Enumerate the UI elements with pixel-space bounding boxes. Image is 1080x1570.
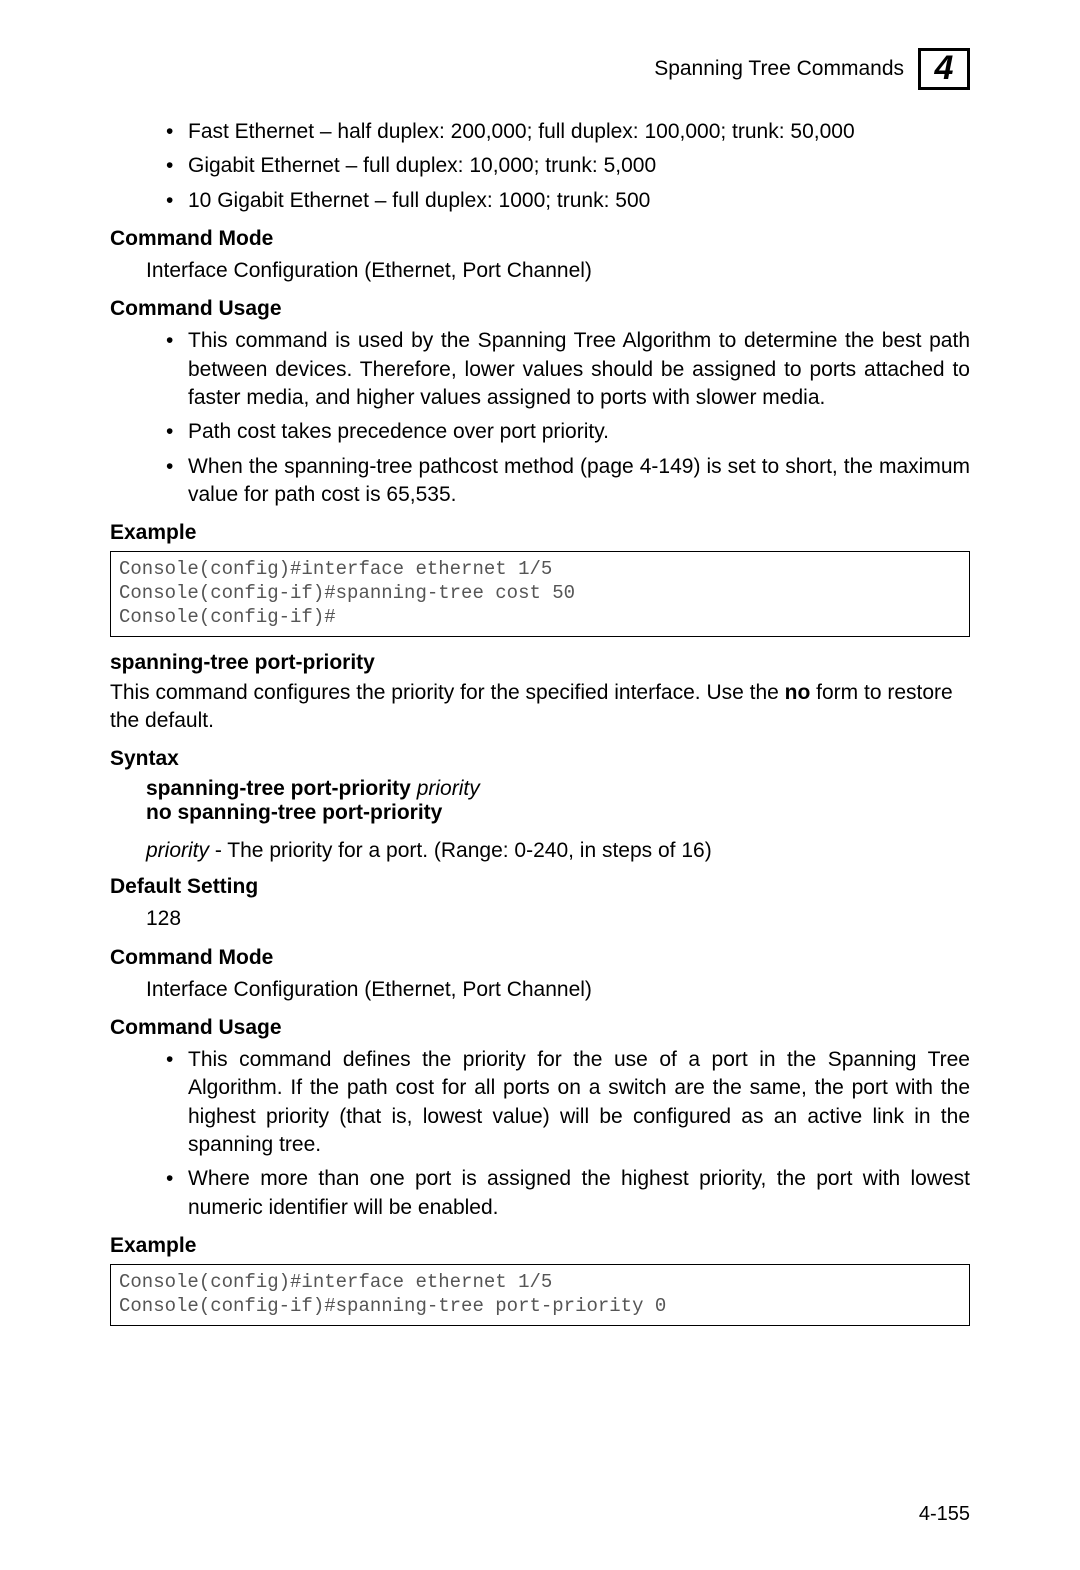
syntax-no-cmd: no spanning-tree port-priority — [146, 801, 442, 824]
list-item: Fast Ethernet – half duplex: 200,000; fu… — [166, 118, 970, 146]
desc-bold: no — [785, 681, 811, 704]
list-item: 10 Gigabit Ethernet – full duplex: 1000;… — [166, 187, 970, 215]
top-bullet-list: Fast Ethernet – half duplex: 200,000; fu… — [166, 118, 970, 215]
list-item: Where more than one port is assigned the… — [166, 1165, 970, 1222]
syntax-param: priority — [417, 777, 480, 800]
syntax-line-2: no spanning-tree port-priority — [146, 801, 970, 825]
page-header: Spanning Tree Commands 4 — [110, 48, 970, 90]
param-description: priority - The priority for a port. (Ran… — [146, 839, 970, 863]
syntax-line-1: spanning-tree port-priority priority — [146, 777, 970, 801]
usage-bullet-list-2: This command defines the priority for th… — [166, 1046, 970, 1222]
page-number: 4-155 — [919, 1503, 970, 1526]
command-description: This command configures the priority for… — [110, 679, 970, 736]
list-item: This command defines the priority for th… — [166, 1046, 970, 1159]
command-title: spanning-tree port-priority — [110, 651, 970, 675]
command-mode-heading-2: Command Mode — [110, 946, 970, 970]
example-heading: Example — [110, 521, 970, 545]
syntax-heading: Syntax — [110, 747, 970, 771]
desc-pre: This command configures the priority for… — [110, 681, 785, 704]
chapter-number-box: 4 — [918, 48, 970, 90]
command-mode-text-2: Interface Configuration (Ethernet, Port … — [146, 976, 970, 1004]
example-code-block: Console(config)#interface ethernet 1/5 C… — [110, 551, 970, 636]
command-usage-heading-2: Command Usage — [110, 1016, 970, 1040]
header-title: Spanning Tree Commands — [654, 57, 904, 81]
default-setting-heading: Default Setting — [110, 875, 970, 899]
command-usage-heading: Command Usage — [110, 297, 970, 321]
param-rest: - The priority for a port. (Range: 0-240… — [209, 839, 712, 862]
list-item: Path cost takes precedence over port pri… — [166, 418, 970, 446]
list-item: Gigabit Ethernet – full duplex: 10,000; … — [166, 152, 970, 180]
example-code-block-2: Console(config)#interface ethernet 1/5 C… — [110, 1264, 970, 1326]
chapter-number: 4 — [935, 51, 954, 85]
syntax-cmd: spanning-tree port-priority — [146, 777, 411, 800]
command-mode-text: Interface Configuration (Ethernet, Port … — [146, 257, 970, 285]
param-name: priority — [146, 839, 209, 862]
default-setting-value: 128 — [146, 905, 970, 933]
list-item: When the spanning-tree pathcost method (… — [166, 453, 970, 510]
command-mode-heading: Command Mode — [110, 227, 970, 251]
list-item: This command is used by the Spanning Tre… — [166, 327, 970, 412]
example-heading-2: Example — [110, 1234, 970, 1258]
usage-bullet-list: This command is used by the Spanning Tre… — [166, 327, 970, 509]
